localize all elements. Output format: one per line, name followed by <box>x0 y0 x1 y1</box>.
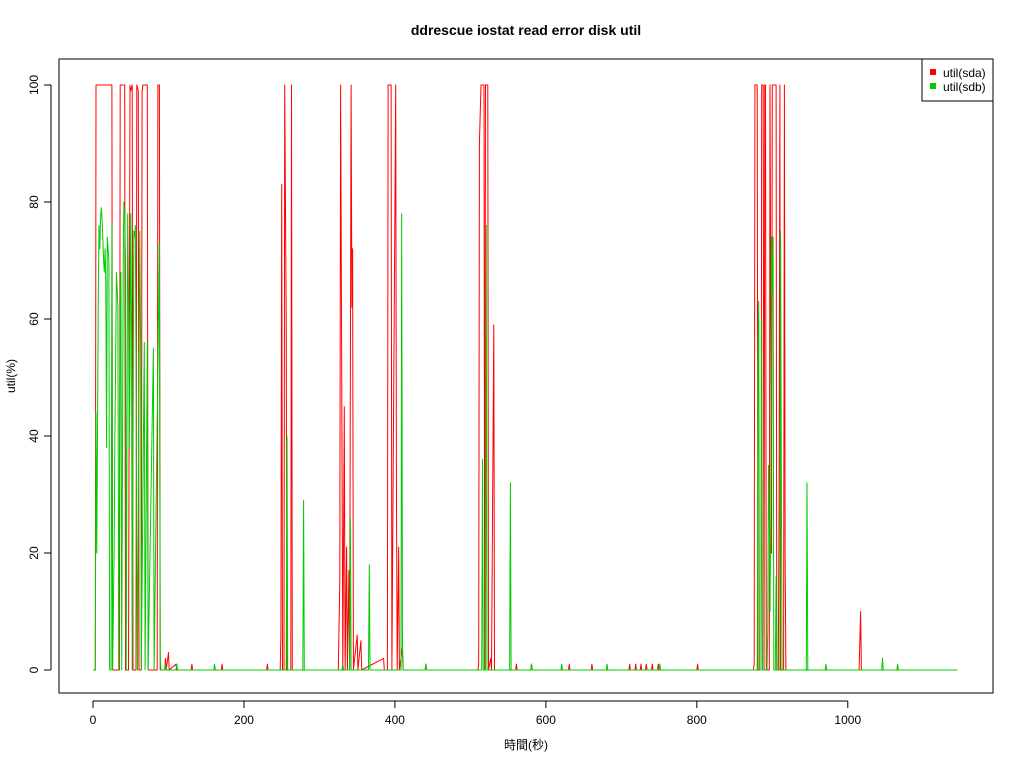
x-axis: 0 200 400 600 800 1000 <box>90 700 861 727</box>
x-tick-label: 800 <box>687 713 707 727</box>
x-tick-label: 1000 <box>834 713 861 727</box>
legend-swatch <box>930 83 936 89</box>
y-axis: 0 20 40 60 80 100 <box>27 75 52 673</box>
y-tick-label: 20 <box>27 546 41 560</box>
chart-title: ddrescue iostat read error disk util <box>411 22 641 38</box>
y-tick-label: 40 <box>27 429 41 443</box>
series-group <box>93 84 958 671</box>
legend: util(sda)util(sdb) <box>921 58 994 102</box>
x-tick-label: 200 <box>234 713 254 727</box>
legend-label: util(sda) <box>943 66 986 80</box>
series-line-sdb <box>93 201 958 671</box>
legend-swatch <box>930 69 936 75</box>
y-tick-label: 0 <box>27 666 41 673</box>
y-tick-label: 80 <box>27 195 41 209</box>
legend-label: util(sdb) <box>943 80 986 94</box>
plot-frame <box>58 58 994 694</box>
x-axis-label: 時間(秒) <box>504 738 548 752</box>
y-tick-label: 60 <box>27 312 41 326</box>
y-tick-label: 100 <box>27 75 41 95</box>
x-tick-label: 400 <box>385 713 405 727</box>
series-line-sda <box>93 84 958 671</box>
y-axis-label: util(%) <box>4 359 18 393</box>
legend-box <box>921 58 994 102</box>
x-tick-label: 0 <box>90 713 97 727</box>
x-tick-label: 600 <box>536 713 556 727</box>
